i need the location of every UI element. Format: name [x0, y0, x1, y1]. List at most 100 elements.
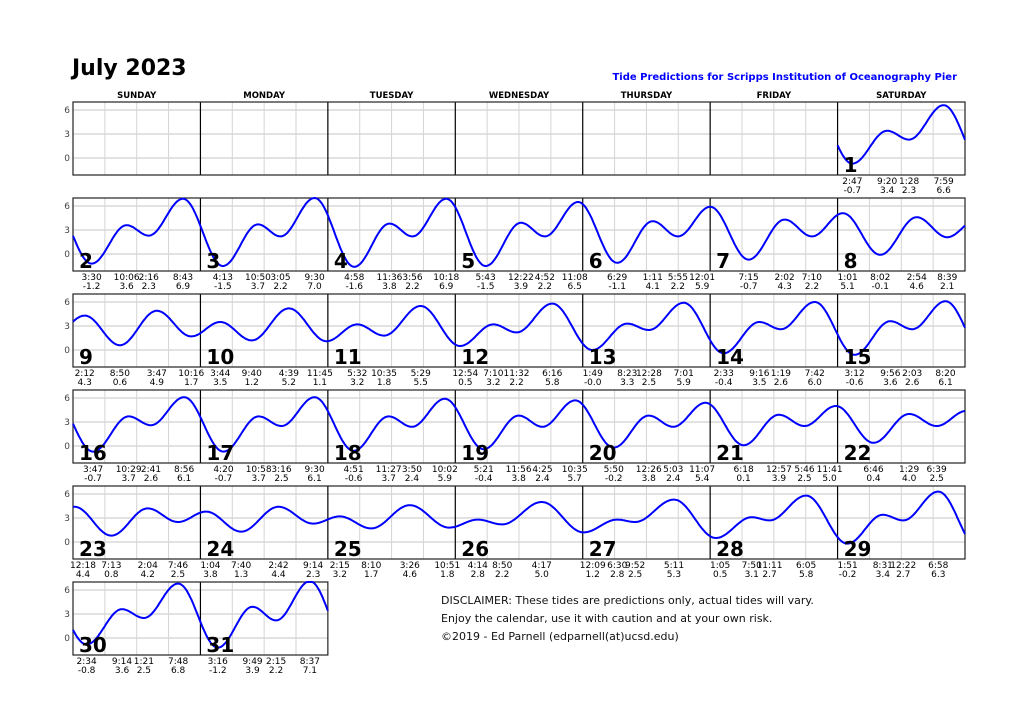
tide-height: 6.0	[808, 378, 823, 388]
tide-height: 1.8	[440, 570, 455, 580]
weekday-label: THURSDAY	[621, 91, 673, 101]
tide-time: 1:11	[643, 273, 663, 283]
tide-time: 4:39	[279, 369, 299, 379]
tide-height: 4.6	[910, 282, 925, 292]
tide-height: 2.3	[306, 570, 320, 580]
day-number: 9	[79, 345, 93, 369]
tide-height: 5.9	[695, 282, 710, 292]
tide-height: 2.1	[940, 282, 954, 292]
tide-time: 8:31	[873, 561, 893, 571]
tide-time: 12:57	[766, 465, 792, 475]
tide-time: 6:05	[796, 561, 816, 571]
weekday-label: WEDNESDAY	[489, 91, 550, 101]
tide-height: 3.9	[514, 282, 529, 292]
tide-height: -0.2	[605, 474, 623, 484]
day-number: 26	[461, 537, 489, 561]
weekday-label: FRIDAY	[757, 91, 792, 101]
tide-height: 6.1	[307, 474, 321, 484]
tide-time: 3:47	[83, 465, 103, 475]
tide-time: 7:15	[739, 273, 759, 283]
tide-height: 3.6	[119, 282, 134, 292]
tide-time: 5:55	[668, 273, 688, 283]
y-tick-label: 6	[64, 394, 70, 404]
tide-height: 4.6	[403, 570, 418, 580]
day-number: 16	[79, 441, 107, 465]
tide-height: 2.3	[142, 282, 156, 292]
tide-height: 0.5	[713, 570, 727, 580]
tide-time: 6:18	[733, 465, 753, 475]
tide-time: 4:51	[344, 465, 364, 475]
y-tick-label: 0	[64, 154, 70, 164]
tide-time: 10:58	[246, 465, 272, 475]
disclaimer-line: ©2019 - Ed Parnell (edparnell(at)ucsd.ed…	[441, 630, 679, 643]
tide-height: 4.2	[141, 570, 155, 580]
tide-height: 2.8	[610, 570, 625, 580]
tide-height: 6.8	[171, 666, 186, 676]
tide-curve	[72, 396, 966, 453]
tide-height: -0.7	[740, 282, 758, 292]
tide-curve	[72, 581, 329, 649]
tide-height: 6.6	[937, 186, 952, 196]
y-tick-label: 6	[64, 106, 70, 116]
tide-time: 10:29	[116, 465, 142, 475]
day-number: 18	[334, 441, 362, 465]
tide-time: 11:27	[376, 465, 402, 475]
tide-height: 2.2	[509, 378, 523, 388]
day-number: 23	[79, 537, 107, 561]
tide-time: 4:25	[532, 465, 552, 475]
tide-height: 2.2	[671, 282, 685, 292]
tide-height: 2.6	[774, 378, 789, 388]
tide-height: -0.0	[584, 378, 602, 388]
tide-time: 12:22	[890, 561, 916, 571]
tide-time: 1:51	[837, 561, 857, 571]
tide-time: 5:46	[794, 465, 814, 475]
tide-height: 2.5	[137, 666, 151, 676]
tide-height: -1.5	[214, 282, 232, 292]
tide-height: 3.4	[876, 570, 891, 580]
tide-height: 2.4	[666, 474, 681, 484]
tide-time: 3:16	[208, 657, 228, 667]
tide-height: 5.0	[535, 570, 550, 580]
tide-height: 3.1	[745, 570, 759, 580]
tide-time: 8:43	[173, 273, 193, 283]
tide-time: 7:59	[934, 177, 954, 187]
day-number: 10	[206, 345, 234, 369]
y-tick-label: 3	[64, 418, 70, 428]
tide-time: 3:47	[147, 369, 167, 379]
tide-time: 11:08	[562, 273, 588, 283]
y-tick-label: 3	[64, 322, 70, 332]
disclaimer: DISCLAIMER: These tides are predictions …	[441, 594, 814, 643]
tide-height: 2.8	[471, 570, 486, 580]
tide-height: 2.2	[805, 282, 819, 292]
tide-time: 9:49	[242, 657, 262, 667]
tide-time: 8:37	[300, 657, 320, 667]
tide-height: 1.1	[313, 378, 327, 388]
tide-time: 6:58	[928, 561, 948, 571]
tide-time: 2:54	[907, 273, 927, 283]
y-tick-label: 0	[64, 442, 70, 452]
tide-time: 11:11	[757, 561, 783, 571]
tide-height: 4.3	[777, 282, 791, 292]
tide-time: 2:34	[77, 657, 97, 667]
tide-height: -0.4	[715, 378, 733, 388]
tide-height: -0.4	[475, 474, 493, 484]
tide-height: 2.6	[144, 474, 159, 484]
tide-height: 3.2	[333, 570, 347, 580]
tide-height: 3.7	[251, 474, 265, 484]
tide-time: 6:29	[607, 273, 627, 283]
tide-curves	[72, 104, 966, 649]
tide-time: 12:18	[70, 561, 96, 571]
tide-time: 1:49	[583, 369, 603, 379]
tide-time: 8:50	[110, 369, 130, 379]
weekday-label: SUNDAY	[117, 91, 157, 101]
tide-time: 8:10	[361, 561, 381, 571]
tide-time: 8:56	[174, 465, 194, 475]
tide-time: 3:12	[844, 369, 864, 379]
y-tick-label: 0	[64, 538, 70, 548]
tide-height: 5.3	[667, 570, 681, 580]
tide-height: 6.9	[439, 282, 454, 292]
tide-time: 3:56	[402, 273, 422, 283]
day-number: 5	[461, 249, 475, 273]
day-number: 30	[79, 633, 107, 657]
tide-height: 5.5	[414, 378, 428, 388]
